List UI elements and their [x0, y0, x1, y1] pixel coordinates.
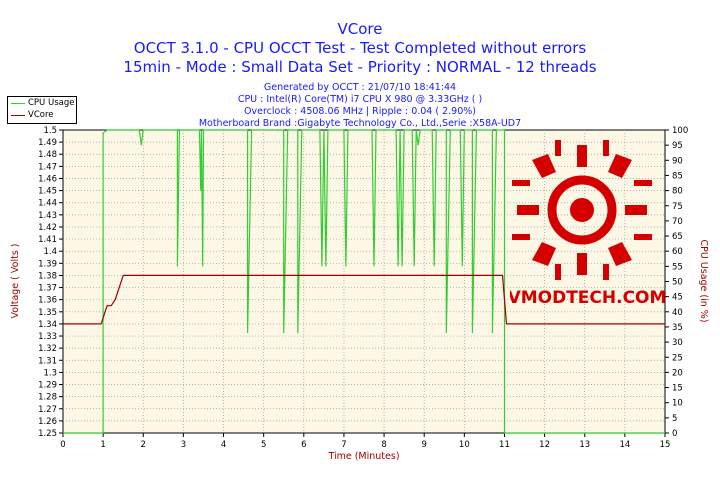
svg-text:VMODTECH.COM: VMODTECH.COM: [510, 288, 665, 308]
y-right-tick-label: 95: [672, 141, 683, 151]
y-right-tick-label: 60: [672, 247, 683, 257]
y-left-tick-label: 1.36: [38, 296, 57, 306]
chart-subtitle-mode: 15min - Mode : Small Data Set - Priority…: [123, 58, 597, 76]
x-axis-label: Time (Minutes): [327, 451, 399, 462]
legend-entry-cpu-usage: CPU Usage: [8, 97, 76, 109]
y-right-tick-label: 30: [672, 338, 683, 348]
y-left-tick-label: 1.32: [38, 344, 57, 354]
y-right-tick-label: 0: [672, 429, 677, 439]
y-left-tick-label: 1.4: [43, 247, 57, 257]
info-cpu: CPU : Intel(R) Core(TM) i7 CPU X 980 @ 3…: [237, 94, 483, 105]
x-tick-label: 13: [579, 440, 590, 450]
legend-label-cpu-usage: CPU Usage: [28, 98, 75, 108]
y-right-tick-label: 90: [672, 156, 683, 166]
chart-legend: CPU Usage VCore: [7, 96, 77, 124]
y-right-tick-label: 75: [672, 202, 683, 212]
y-left-tick-label: 1.28: [38, 393, 57, 403]
x-tick-label: 6: [301, 440, 306, 450]
y-left-tick-label: 1.27: [38, 405, 57, 415]
y-left-tick-label: 1.38: [38, 271, 57, 281]
series-layer: [63, 129, 665, 434]
x-tick-label: 3: [181, 440, 186, 450]
y-left-tick-label: 1.43: [38, 211, 57, 221]
y-right-tick-label: 65: [672, 232, 683, 242]
y-right-tick-label: 85: [672, 171, 683, 181]
y-right-tick-label: 70: [672, 217, 683, 227]
y-left-tick-label: 1.35: [38, 308, 57, 318]
x-tick-label: 9: [421, 440, 426, 450]
y-left-tick-label: 1.29: [38, 381, 57, 391]
legend-label-vcore: VCore: [28, 110, 54, 120]
y-left-tick-label: 1.45: [38, 187, 57, 197]
y-right-tick-label: 100: [672, 126, 688, 136]
x-tick-label: 14: [619, 440, 630, 450]
y-right-tick-label: 50: [672, 278, 683, 288]
x-tick-label: 11: [499, 440, 510, 450]
x-tick-label: 12: [539, 440, 550, 450]
y-left-tick-label: 1.49: [38, 138, 57, 148]
x-tick-label: 8: [381, 440, 386, 450]
y-right-tick-label: 10: [672, 399, 683, 409]
info-overclock: Overclock : 4508.06 MHz | Ripple : 0.04 …: [244, 106, 476, 117]
info-motherboard: Motherboard Brand :Gigabyte Technology C…: [198, 118, 522, 129]
axis-ticks: 0 1 2 3 4 5 6 7 8 9 10 11 12 13 14 151.251.261.271.281.…: [38, 126, 688, 450]
chart-subtitle-test: OCCT 3.1.0 - CPU OCCT Test - Test Comple…: [133, 39, 587, 57]
y-left-tick-label: 1.33: [38, 332, 57, 342]
x-tick-label: 2: [141, 440, 146, 450]
x-tick-label: 15: [660, 440, 671, 450]
y-left-tick-label: 1.37: [38, 284, 57, 294]
y-right-tick-label: 40: [672, 308, 683, 318]
x-tick-label: 5: [261, 440, 266, 450]
y-axis-left-label: Voltage ( Volts ): [10, 244, 21, 319]
y-right-tick-label: 20: [672, 368, 683, 378]
y-left-tick-label: 1.34: [38, 320, 57, 330]
legend-swatch-cpu-usage: [11, 103, 25, 104]
y-right-tick-label: 80: [672, 187, 683, 197]
y-left-tick-label: 1.44: [38, 199, 57, 209]
y-left-tick-label: 1.31: [38, 356, 57, 366]
info-generated: Generated by OCCT : 21/07/10 18:41:44: [263, 82, 457, 93]
x-tick-label: 1: [100, 440, 105, 450]
y-right-tick-label: 15: [672, 384, 683, 394]
x-tick-label: 10: [459, 440, 470, 450]
y-left-tick-label: 1.48: [38, 150, 57, 160]
y-left-tick-label: 1.26: [38, 417, 57, 427]
y-left-tick-label: 1.41: [38, 235, 57, 245]
y-right-tick-label: 25: [672, 353, 683, 363]
y-axis-right-label: CPU Usage (in %): [698, 239, 709, 322]
series-line-vcore: [63, 274, 665, 325]
y-left-tick-label: 1.3: [43, 368, 57, 378]
legend-entry-vcore: VCore: [8, 109, 76, 121]
y-left-tick-label: 1.5: [43, 126, 57, 136]
y-left-tick-label: 1.46: [38, 174, 57, 184]
series-line-cpu-usage: [63, 129, 665, 434]
legend-swatch-vcore: [11, 115, 25, 116]
y-right-tick-label: 55: [672, 262, 683, 272]
y-left-tick-label: 1.42: [38, 223, 57, 233]
chart-title: VCore: [337, 20, 383, 38]
vmodtech-logo: VMODTECH.COM: [510, 140, 665, 308]
y-left-tick-label: 1.39: [38, 259, 57, 269]
y-left-tick-label: 1.25: [38, 429, 57, 439]
x-tick-label: 4: [221, 440, 226, 450]
y-right-tick-label: 45: [672, 293, 683, 303]
y-left-tick-label: 1.47: [38, 162, 57, 172]
x-tick-label: 0: [60, 440, 65, 450]
x-tick-label: 7: [341, 440, 346, 450]
y-right-tick-label: 35: [672, 323, 683, 333]
y-right-tick-label: 5: [672, 414, 677, 424]
